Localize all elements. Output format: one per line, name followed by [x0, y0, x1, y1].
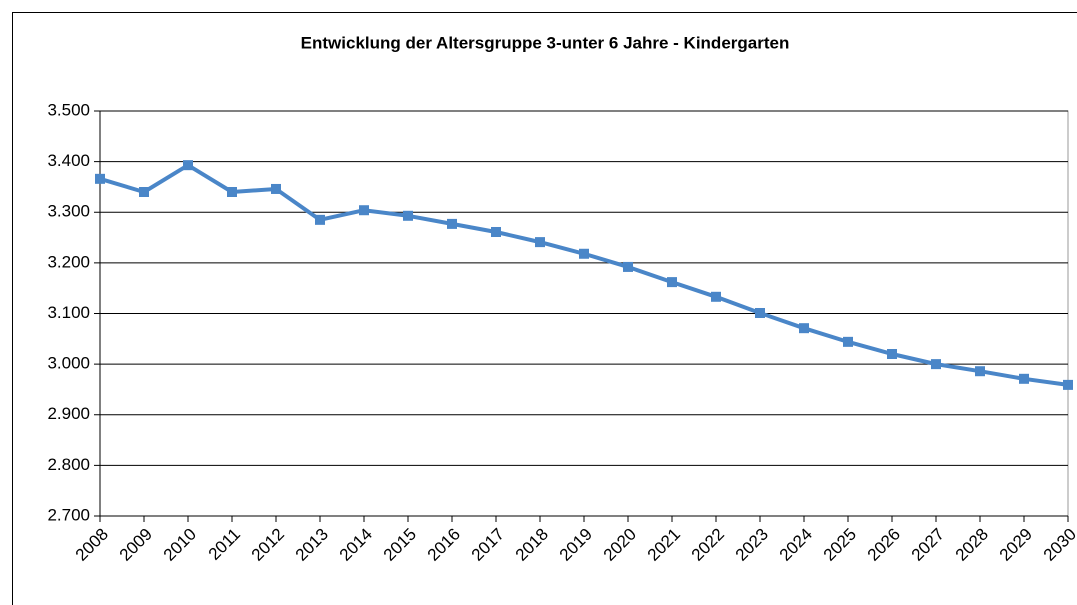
- data-point: [447, 218, 457, 229]
- data-point: [1063, 379, 1073, 390]
- y-tick-label: 2.700: [47, 505, 90, 524]
- data-point: [667, 277, 677, 288]
- y-tick-label: 2.800: [47, 455, 90, 474]
- y-tick-label: 3.200: [47, 252, 90, 271]
- y-tick-label: 3.300: [47, 202, 90, 221]
- data-point: [1019, 373, 1029, 384]
- data-point: [403, 210, 413, 221]
- data-point: [579, 248, 589, 259]
- data-point: [139, 187, 149, 197]
- y-tick-label: 2.900: [47, 404, 90, 423]
- data-point: [535, 237, 545, 248]
- data-point: [711, 291, 721, 302]
- y-tick-label: 3.500: [47, 100, 90, 119]
- data-point: [799, 323, 809, 334]
- y-tick-label: 3.100: [47, 303, 90, 322]
- y-tick-label: 3.000: [47, 354, 90, 373]
- data-point: [755, 307, 765, 318]
- data-point: [359, 205, 369, 216]
- chart-title: Entwicklung der Altersgruppe 3-unter 6 J…: [301, 33, 790, 52]
- data-point: [887, 349, 897, 359]
- data-point: [315, 214, 325, 225]
- y-tick-label: 3.400: [47, 151, 90, 170]
- data-point: [95, 173, 105, 184]
- data-point: [271, 183, 281, 194]
- data-point: [975, 366, 985, 377]
- data-point: [623, 261, 633, 272]
- data-point: [931, 359, 941, 370]
- data-point: [183, 160, 193, 171]
- data-point: [227, 187, 237, 197]
- data-point: [491, 226, 501, 237]
- data-point: [843, 336, 853, 347]
